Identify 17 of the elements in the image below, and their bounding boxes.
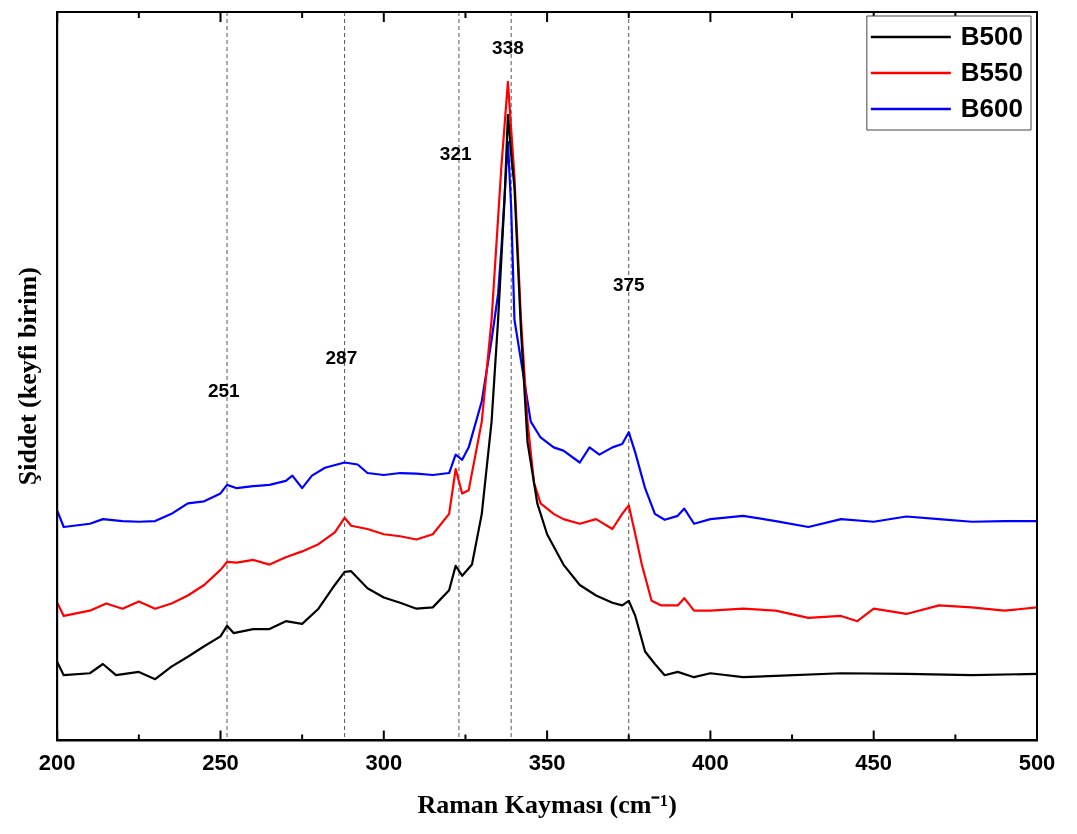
y-axis-title: Şiddet (keyfi birim) (13, 267, 43, 486)
x-tick-label: 250 (202, 749, 239, 775)
annotation: 338 (492, 37, 524, 59)
x-axis-title: Raman Kayması (cm⁻¹) (417, 790, 677, 820)
x-tick-label: 450 (855, 749, 893, 775)
x-tick-label: 300 (365, 749, 403, 775)
x-tick-label: 500 (1018, 749, 1056, 775)
legend-label: B600 (960, 93, 1023, 124)
legend-label: B550 (960, 57, 1023, 88)
x-tick-label: 400 (692, 749, 729, 775)
annotation: 321 (439, 142, 472, 164)
x-tick-label: 200 (38, 749, 76, 775)
annotation: 375 (612, 274, 646, 296)
annotation: 251 (207, 379, 241, 401)
annotation: 287 (325, 346, 358, 368)
legend-label: B500 (960, 21, 1023, 52)
x-tick-label: 350 (528, 749, 566, 775)
